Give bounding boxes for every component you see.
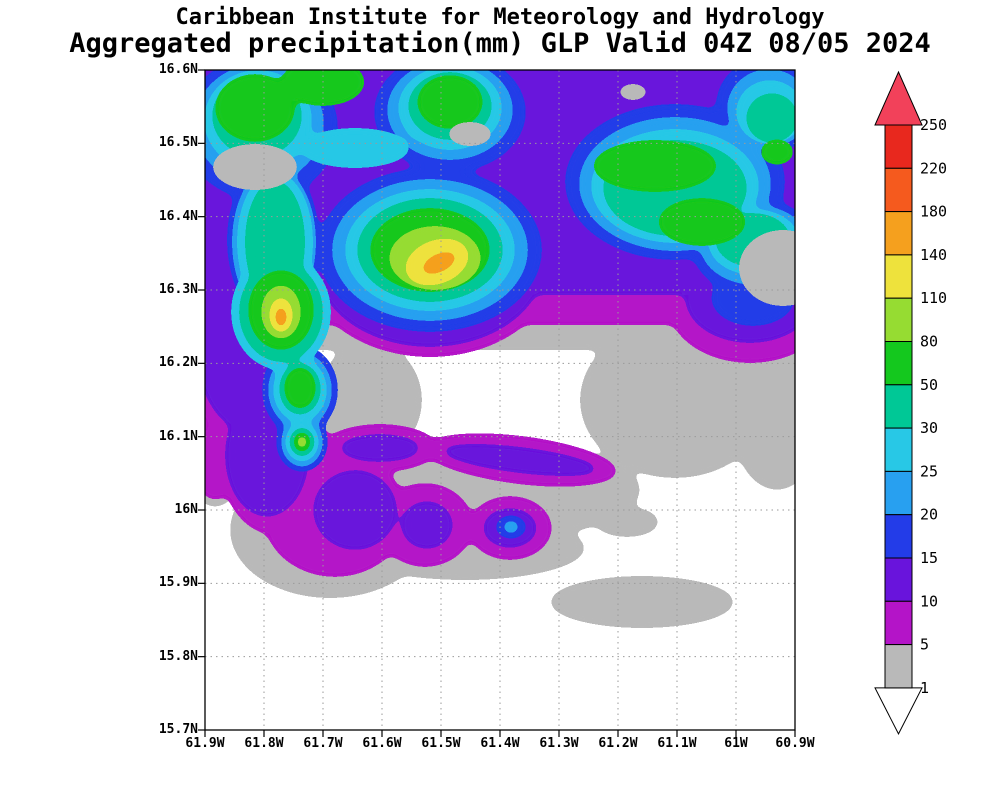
- precipitation-map: [198, 69, 796, 737]
- lon-tick-label: 61.4W: [480, 736, 520, 751]
- colorbar-label: 10: [920, 592, 938, 610]
- lon-tick-label: 61.5W: [421, 736, 461, 751]
- colorbar-segment: [884, 124, 913, 169]
- colorbar-segment: [884, 514, 913, 559]
- figure-title-line1: Caribbean Institute for Meteorology and …: [175, 5, 825, 30]
- colorbar-segment: [884, 557, 913, 602]
- colorbar-segment: [884, 211, 913, 256]
- lon-tick-label: 61.8W: [244, 736, 284, 751]
- contour-spot-ge80mm: [297, 436, 307, 448]
- lon-tick-label: 61W: [724, 736, 748, 751]
- figure-title-line2: Aggregated precipitation(mm) GLP Valid 0…: [69, 28, 931, 59]
- colorbar-label: 220: [920, 159, 947, 177]
- colorbar-label: 25: [920, 462, 938, 480]
- lat-tick-label: 16.4N: [158, 208, 198, 224]
- lat-tick-label: 16.5N: [158, 135, 198, 151]
- lat-tick-label: 15.9N: [158, 575, 198, 591]
- colorbar-segment: [884, 254, 913, 299]
- colorbar-label: 140: [920, 246, 947, 264]
- precipitation-field: [205, 70, 795, 628]
- lat-tick-label: 16.2N: [158, 355, 198, 371]
- colorbar-segment: [884, 297, 913, 342]
- colorbar-segment: [884, 341, 913, 386]
- colorbar-label: 110: [920, 289, 947, 307]
- lon-tick-label: 61.3W: [539, 736, 579, 751]
- lat-tick-label: 16.1N: [158, 428, 198, 444]
- colorbar-label: 80: [920, 333, 938, 351]
- axis-tick-marks: [198, 69, 796, 737]
- lon-tick-label: 61.1W: [657, 736, 697, 751]
- colorbar-segment: [884, 600, 913, 646]
- colorbar-below-min-arrow: [874, 687, 923, 735]
- lat-tick-label: 15.7N: [158, 722, 198, 737]
- colorbar-label: 180: [920, 203, 947, 221]
- colorbar-above-max-arrow: [874, 70, 923, 126]
- lat-tick-label: 15.8N: [158, 648, 198, 664]
- lon-tick-label: 61.7W: [303, 736, 343, 751]
- colorbar-segment: [884, 167, 913, 213]
- graticule-gridlines: [205, 70, 795, 730]
- colorbar-legend: 250 220 180 140 110 80 50 30 25 20 15 10 5 1: [874, 70, 947, 735]
- lon-tick-label: 60.9W: [775, 736, 815, 751]
- colorbar-segment: [884, 427, 913, 472]
- colorbar-segment: [884, 644, 913, 689]
- lon-tick-label: 61.6W: [362, 736, 402, 751]
- lat-tick-label: 16N: [174, 502, 198, 517]
- colorbar-label: 20: [920, 506, 938, 524]
- gray-inlier-patches: [213, 84, 795, 306]
- lat-tick-label: 16.6N: [158, 62, 198, 77]
- plot-frame: [204, 69, 796, 731]
- colorbar-segment: [884, 470, 913, 516]
- lat-tick-label: 16.3N: [158, 282, 198, 297]
- colorbar-label: 15: [920, 549, 938, 567]
- lon-tick-label: 61.2W: [598, 736, 638, 751]
- colorbar-label: 30: [920, 419, 938, 437]
- colorbar-label: 50: [920, 376, 938, 394]
- colorbar-label: 1: [920, 679, 929, 697]
- lon-tick-label: 61.9W: [185, 736, 225, 751]
- colorbar-label: 250: [920, 116, 947, 134]
- colorbar-label: 5: [920, 636, 929, 654]
- colorbar-segment: [884, 384, 913, 429]
- contour-band-ge140mm: [275, 252, 455, 326]
